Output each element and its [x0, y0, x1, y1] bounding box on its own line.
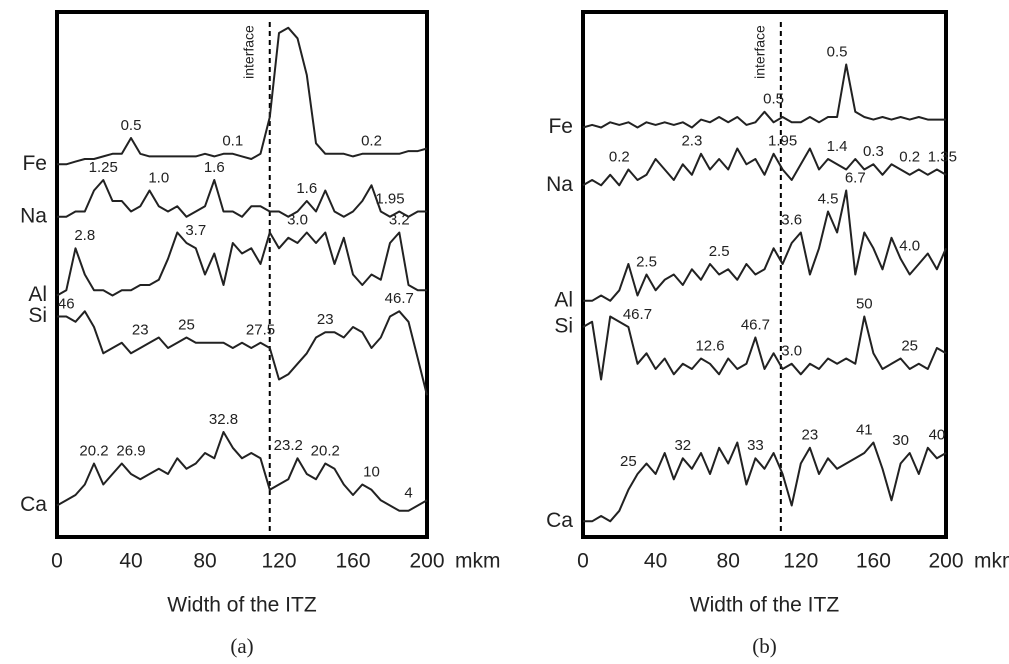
concentration-label: 20.2 — [311, 442, 340, 459]
concentration-label: 23 — [317, 311, 334, 328]
concentration-label: 1.95 — [768, 133, 797, 150]
x-tick-label: 120 — [261, 550, 296, 573]
concentration-label: 46.7 — [385, 290, 414, 307]
concentration-label: 23.2 — [274, 437, 303, 454]
element-label: Ca — [546, 509, 573, 532]
profile-line — [583, 441, 947, 523]
x-unit: mkm — [455, 550, 501, 573]
concentration-label: 1.6 — [204, 159, 225, 176]
concentration-label: 0.2 — [899, 148, 920, 165]
concentration-label: 27.5 — [246, 322, 275, 339]
concentration-label: 2.5 — [709, 243, 730, 260]
x-axis-title: Width of the ITZ — [167, 594, 317, 617]
concentration-label: 0.2 — [609, 148, 630, 165]
concentration-label: 0.3 — [863, 143, 884, 160]
concentration-label: 50 — [856, 295, 873, 312]
plot-frame — [581, 10, 948, 539]
concentration-label: 4.5 — [818, 190, 839, 207]
concentration-label: 1.4 — [827, 138, 848, 155]
concentration-label: 25 — [178, 316, 195, 333]
x-tick-label: 120 — [783, 550, 818, 573]
concentration-label: 0.5 — [763, 91, 784, 108]
element-label: Al — [554, 288, 573, 311]
x-tick-label: 80 — [717, 550, 740, 573]
concentration-label: 30 — [892, 432, 909, 449]
profile-line — [57, 310, 428, 396]
concentration-label: 3.0 — [287, 211, 308, 228]
profile-line — [56, 431, 428, 512]
panel-caption: (a) — [230, 634, 253, 658]
x-tick-label: 40 — [119, 550, 142, 573]
element-label: Fe — [548, 115, 573, 138]
concentration-label: 32.8 — [209, 411, 238, 428]
x-tick-label: 160 — [856, 550, 891, 573]
profile-line — [582, 315, 947, 381]
element-label: Na — [546, 173, 573, 196]
concentration-label: 0.5 — [121, 117, 142, 134]
concentration-label: 41 — [856, 421, 873, 438]
element-label: Na — [20, 204, 47, 227]
x-tick-label: 80 — [193, 550, 216, 573]
element-label: Ca — [20, 493, 47, 516]
x-tick-label: 40 — [644, 550, 667, 573]
interface-label: interface — [752, 25, 768, 79]
concentration-label: 46.7 — [741, 316, 770, 333]
concentration-label: 3.7 — [185, 222, 206, 239]
concentration-label: 25 — [901, 337, 918, 354]
concentration-label: 25 — [620, 453, 637, 470]
concentration-label: 1.35 — [928, 148, 957, 165]
concentration-label: 10 — [363, 463, 380, 480]
concentration-label: 2.3 — [681, 133, 702, 150]
concentration-label: 2.5 — [636, 253, 657, 270]
element-label: Al — [28, 283, 47, 306]
profile-line — [56, 231, 427, 297]
concentration-label: 12.6 — [695, 337, 724, 354]
concentration-label: 2.8 — [74, 227, 95, 244]
element-label: Si — [554, 315, 573, 338]
concentration-label: 1.95 — [375, 190, 404, 207]
profile-line — [57, 26, 428, 166]
profile-line — [582, 147, 947, 187]
plot-frame — [55, 10, 429, 539]
concentration-label: 46.7 — [623, 306, 652, 323]
concentration-label: 3.6 — [781, 211, 802, 228]
x-tick-label: 200 — [928, 550, 963, 573]
profile-line — [582, 63, 946, 129]
element-label: Fe — [22, 152, 47, 175]
x-tick-label: 160 — [335, 550, 370, 573]
x-unit: mkm — [974, 550, 1009, 573]
concentration-label: 32 — [674, 437, 691, 454]
interface-label: interface — [240, 25, 256, 79]
concentration-label: 26.9 — [116, 442, 145, 459]
profile-line — [57, 179, 427, 218]
concentration-label: 20.2 — [79, 442, 108, 459]
concentration-label: 1.0 — [148, 169, 169, 186]
concentration-label: 6.7 — [845, 169, 866, 186]
panel-caption: (b) — [752, 634, 777, 658]
x-axis-title: Width of the ITZ — [690, 594, 840, 617]
concentration-label: 1.25 — [89, 159, 118, 176]
concentration-label: 0.2 — [361, 133, 382, 150]
x-tick-label: 200 — [409, 550, 444, 573]
x-tick-label: 0 — [577, 550, 589, 573]
concentration-label: 4.0 — [899, 238, 920, 255]
concentration-label: 46 — [58, 295, 75, 312]
concentration-label: 33 — [747, 437, 764, 454]
concentration-label: 3.0 — [781, 343, 802, 360]
concentration-label: 23 — [802, 427, 819, 444]
concentration-label: 23 — [132, 322, 149, 339]
concentration-label: 3.2 — [389, 211, 410, 228]
concentration-label: 4 — [404, 484, 412, 501]
concentration-label: 0.1 — [222, 133, 243, 150]
concentration-label: 0.5 — [827, 43, 848, 60]
profile-line — [583, 189, 947, 302]
element-label: Si — [28, 304, 47, 327]
x-tick-label: 0 — [51, 550, 63, 573]
concentration-label: 40 — [929, 427, 946, 444]
concentration-label: 1.6 — [296, 180, 317, 197]
